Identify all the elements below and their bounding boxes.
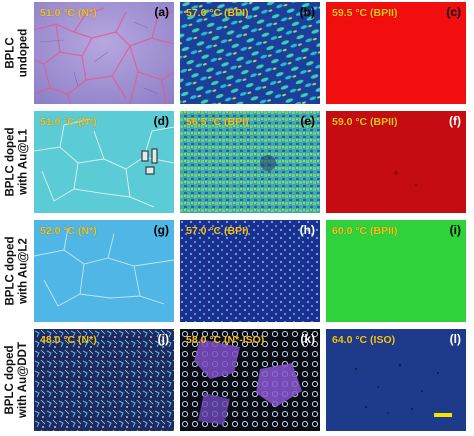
- row-label-au-l1: BPLC doped with Au@L1: [4, 127, 29, 197]
- texture-uniform-green-image: [326, 220, 466, 322]
- scale-bar: [434, 413, 452, 417]
- temperature-label: 64.0 °C (ISO): [332, 334, 396, 346]
- micrograph-panel-c: 59.5 °C (BPII) (c): [326, 2, 466, 104]
- temperature-label: 57.0 °C (BPI): [186, 7, 249, 19]
- micrograph-panel-j: 48.0 °C (N*) (j): [34, 329, 174, 431]
- panel-tag: (l): [449, 332, 461, 346]
- micrograph-panel-h: 57.0 °C (BPI) (h): [180, 220, 320, 322]
- panel-tag: (f): [449, 114, 461, 128]
- panel-tag: (b): [299, 5, 315, 19]
- micrograph-panel-a: 51.0 °C (N*) (a): [34, 2, 174, 104]
- panel-tag: (c): [446, 5, 461, 19]
- temperature-label: 51.0 °C (N*): [40, 116, 97, 128]
- texture-uniform-red-image: [326, 2, 466, 104]
- panel-tag: (k): [300, 332, 315, 346]
- panel-tag: (i): [449, 223, 461, 237]
- panel-tag: (h): [299, 223, 315, 237]
- micrograph-panel-e: 56.5 °C (BPI) (e): [180, 111, 320, 213]
- temperature-label: 57.0 °C (BPI): [186, 225, 249, 237]
- temperature-label: 59.0 °C (BPII): [332, 116, 398, 128]
- row-label-au-l2: BPLC doped with Au@L2: [4, 236, 29, 306]
- panel-tag: (g): [153, 223, 169, 237]
- row-label-au-ddt: BPLC doped with Au@DDT: [4, 342, 30, 418]
- micrograph-panel-i: 60.0 °C (BPII) (i): [326, 220, 466, 322]
- panel-tag: (a): [154, 5, 169, 19]
- texture-oily-streaks-image: [34, 111, 174, 213]
- micrograph-panel-k: 58.0 °C (N*-ISO) (k): [180, 329, 320, 431]
- panel-tag: (d): [153, 114, 169, 128]
- temperature-label: 56.5 °C (BPI): [186, 116, 249, 128]
- micrograph-panel-g: 52.0 °C (N*) (g): [34, 220, 174, 322]
- micrograph-panel-d: 51.0 °C (N*) (d): [34, 111, 174, 213]
- temperature-label: 58.0 °C (N*-ISO): [186, 334, 265, 346]
- temperature-label: 59.5 °C (BPII): [332, 7, 398, 19]
- micrograph-panel-l: 64.0 °C (ISO) (l): [326, 329, 466, 431]
- texture-platelets-image: [180, 220, 320, 322]
- texture-focal-conic-image: [34, 329, 174, 431]
- texture-uniform-red-image: [326, 111, 466, 213]
- texture-platelets-image: [180, 111, 320, 213]
- temperature-label: 51.0 °C (N*): [40, 7, 97, 19]
- temperature-label: 48.0 °C (N*): [40, 334, 97, 346]
- panel-tag: (j): [157, 332, 169, 346]
- panel-tag: (e): [300, 114, 315, 128]
- micrograph-panel-f: 59.0 °C (BPII) (f): [326, 111, 466, 213]
- texture-oily-streaks-image: [34, 2, 174, 104]
- micrograph-panel-b: 57.0 °C (BPI) (b): [180, 2, 320, 104]
- temperature-label: 52.0 °C (N*): [40, 225, 97, 237]
- row-label-undoped: BPLC undoped: [4, 28, 30, 78]
- texture-platelets-image: [180, 2, 320, 104]
- texture-biphasic-image: [180, 329, 320, 431]
- texture-oily-streaks-image: [34, 220, 174, 322]
- temperature-label: 60.0 °C (BPII): [332, 225, 398, 237]
